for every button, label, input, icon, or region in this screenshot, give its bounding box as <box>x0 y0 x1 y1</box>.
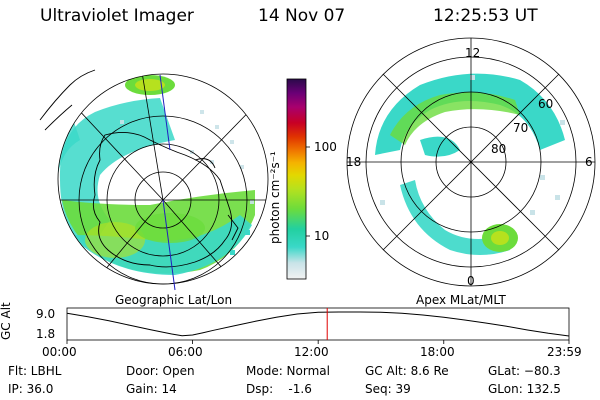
filter-info: Flt: LBHL <box>8 364 62 378</box>
mlat-label-60: 60 <box>538 97 554 111</box>
x-tick-1200: 12:00 <box>294 345 329 359</box>
glon-info: GLon: 132.5 <box>488 382 561 396</box>
mlat-label-80: 80 <box>491 142 507 156</box>
x-tick-2359: 23:59 <box>547 345 582 359</box>
gain-info: Gain: 14 <box>126 382 177 396</box>
colorbar-unit-label: photon cm⁻²s⁻¹ <box>268 151 282 244</box>
x-tick-0600: 06:00 <box>168 345 203 359</box>
coastline <box>39 69 239 268</box>
time-label: 12:25:53 UT <box>433 6 538 26</box>
dsp-info: Dsp: -1.6 <box>246 382 312 396</box>
gc-alt-ylabel: GC Alt <box>0 302 13 340</box>
ip-info: IP: 36.0 <box>8 382 54 396</box>
gc-alt-series-line <box>66 311 570 337</box>
magnetic-panel <box>346 37 596 287</box>
magnetic-panel-label: Apex MLat/MLT <box>416 293 506 307</box>
magnetic-grid <box>346 37 596 287</box>
mlt-label-18: 18 <box>346 155 362 169</box>
mlt-label-12: 12 <box>465 46 481 60</box>
x-tick-0000: 00:00 <box>42 345 77 359</box>
gc-alt-info: GC Alt: 8.6 Re <box>365 364 449 378</box>
mlt-label-0: 0 <box>467 274 475 288</box>
geographic-panel <box>39 69 269 291</box>
geographic-auroral-emission <box>58 75 255 275</box>
seq-info: Seq: 39 <box>365 382 411 396</box>
gc-alt-ytick-high: 9.0 <box>36 307 56 321</box>
door-info: Door: Open <box>126 364 195 378</box>
colorbar-tick-100: 100 <box>314 140 337 154</box>
mode-info: Mode: Normal <box>246 364 330 378</box>
gc-alt-plot <box>66 307 570 344</box>
magnetic-auroral-emission <box>375 73 565 255</box>
colorbar-tick-10: 10 <box>314 229 330 243</box>
colorbar <box>286 78 310 280</box>
glat-info: GLat: −80.3 <box>488 364 561 378</box>
geographic-panel-label: Geographic Lat/Lon <box>115 293 233 307</box>
mlat-label-70: 70 <box>513 121 529 135</box>
noon-meridian <box>162 199 176 291</box>
mlt-label-6: 6 <box>585 155 593 169</box>
instrument-title: Ultraviolet Imager <box>40 6 194 26</box>
date-label: 14 Nov 07 <box>258 6 346 26</box>
x-tick-1800: 18:00 <box>420 345 455 359</box>
gc-alt-ytick-low: 1.8 <box>36 327 56 341</box>
